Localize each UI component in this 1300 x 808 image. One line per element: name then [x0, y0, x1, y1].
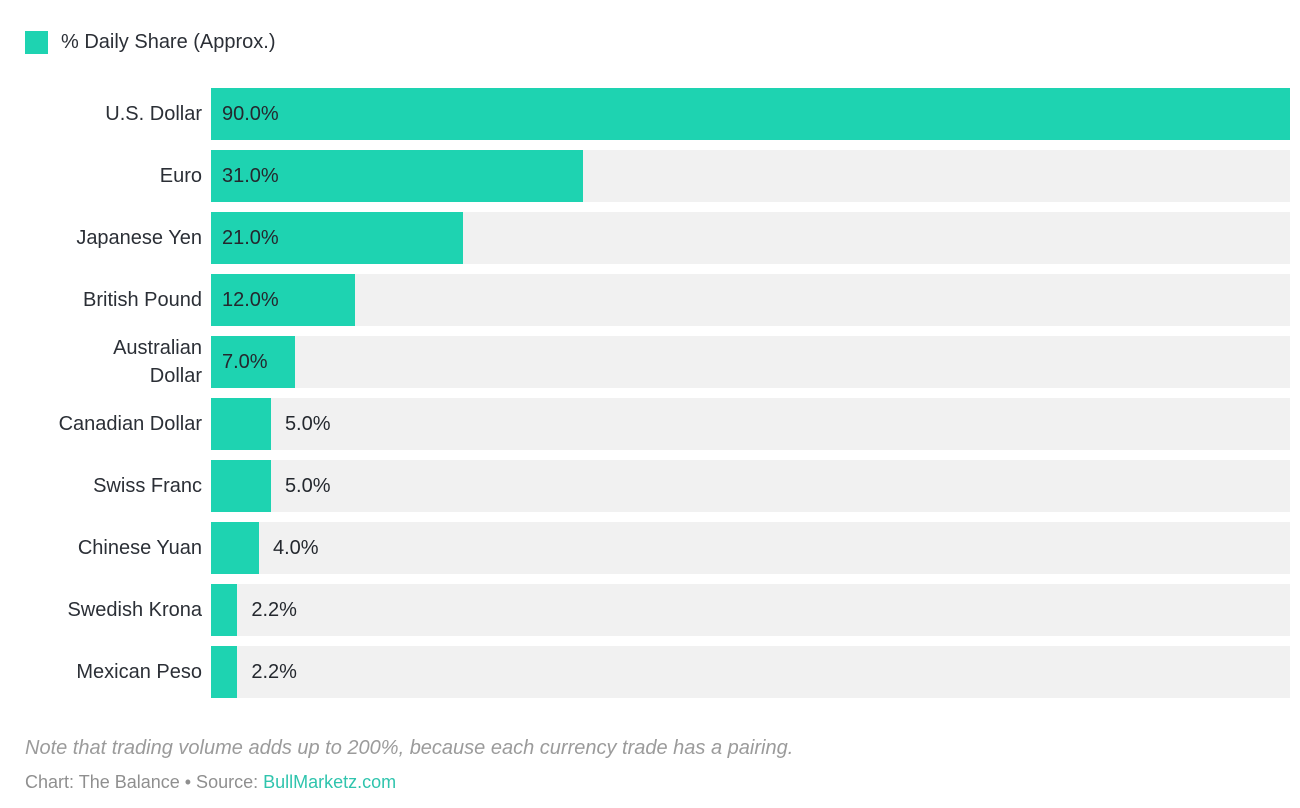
bar-track: 21.0% [211, 212, 1290, 264]
legend-label: % Daily Share (Approx.) [61, 31, 276, 53]
bar-track: 12.0% [211, 274, 1290, 326]
credit-line: Chart: The Balance • Source: BullMarketz… [25, 772, 1290, 793]
source-link[interactable]: BullMarketz.com [263, 772, 397, 792]
value-label-inside: 90.0% [222, 102, 279, 125]
bar-track: 7.0% [211, 336, 1290, 388]
bar-row: Euro 31.0% [25, 150, 1290, 202]
category-label: Japanese Yen [76, 227, 202, 249]
value-label-outside: 5.0% [284, 474, 331, 497]
credit-prefix: Chart: The Balance • Source: [25, 772, 264, 792]
category-label: Canadian Dollar [58, 413, 202, 435]
category-label: Chinese Yuan [77, 537, 202, 559]
value-label-outside: 2.2% [251, 660, 297, 683]
bar-row: Japanese Yen 21.0% [25, 212, 1290, 264]
value-label-inside: 21.0% [222, 226, 279, 249]
category-label: British Pound [83, 289, 202, 311]
bar [211, 584, 238, 636]
bar-row: Chinese Yuan 4.0% [25, 522, 1290, 574]
category-label: Australian Dollar [113, 337, 202, 387]
value-label-outside: 5.0% [284, 412, 331, 435]
bar-row: Australian Dollar 7.0% [25, 336, 1290, 388]
category-label: Swiss Franc [93, 475, 202, 497]
bar-track: 2.2% [211, 646, 1290, 698]
bar-track: 4.0% [211, 522, 1290, 574]
bar-row: British Pound 12.0% [25, 274, 1290, 326]
bar-track: 90.0% [211, 88, 1290, 140]
category-label: Euro [159, 165, 202, 187]
bar [211, 522, 259, 574]
value-label-outside: 2.2% [251, 598, 297, 621]
bar-chart: U.S. Dollar 90.0% Euro 31.0% Japanese Ye… [25, 88, 1290, 698]
bar-track: 5.0% [211, 460, 1290, 512]
bar-track: 5.0% [211, 398, 1290, 450]
bar [211, 460, 271, 512]
category-label: Mexican Peso [76, 661, 202, 683]
bar: 12.0% [211, 274, 355, 326]
value-label-outside: 4.0% [272, 536, 319, 559]
value-label-inside: 31.0% [222, 164, 279, 187]
bar-row: Swiss Franc 5.0% [25, 460, 1290, 512]
category-label: U.S. Dollar [105, 103, 202, 125]
bar: 90.0% [211, 88, 1290, 140]
chart-note: Note that trading volume adds up to 200%… [25, 737, 794, 759]
bar-row: Mexican Peso 2.2% [25, 646, 1290, 698]
bar [211, 646, 238, 698]
bar: 7.0% [211, 336, 295, 388]
bar-row: Canadian Dollar 5.0% [25, 398, 1290, 450]
category-label: Swedish Krona [67, 599, 202, 621]
value-label-inside: 7.0% [222, 350, 268, 373]
legend-swatch-icon [25, 31, 48, 54]
bar-track: 31.0% [211, 150, 1290, 202]
bar-track: 2.2% [211, 584, 1290, 636]
bar [211, 398, 271, 450]
bar: 21.0% [211, 212, 463, 264]
chart-legend: % Daily Share (Approx.) [25, 31, 1290, 54]
bar: 31.0% [211, 150, 583, 202]
bar-row: Swedish Krona 2.2% [25, 584, 1290, 636]
value-label-inside: 12.0% [222, 288, 279, 311]
bar-row: U.S. Dollar 90.0% [25, 88, 1290, 140]
